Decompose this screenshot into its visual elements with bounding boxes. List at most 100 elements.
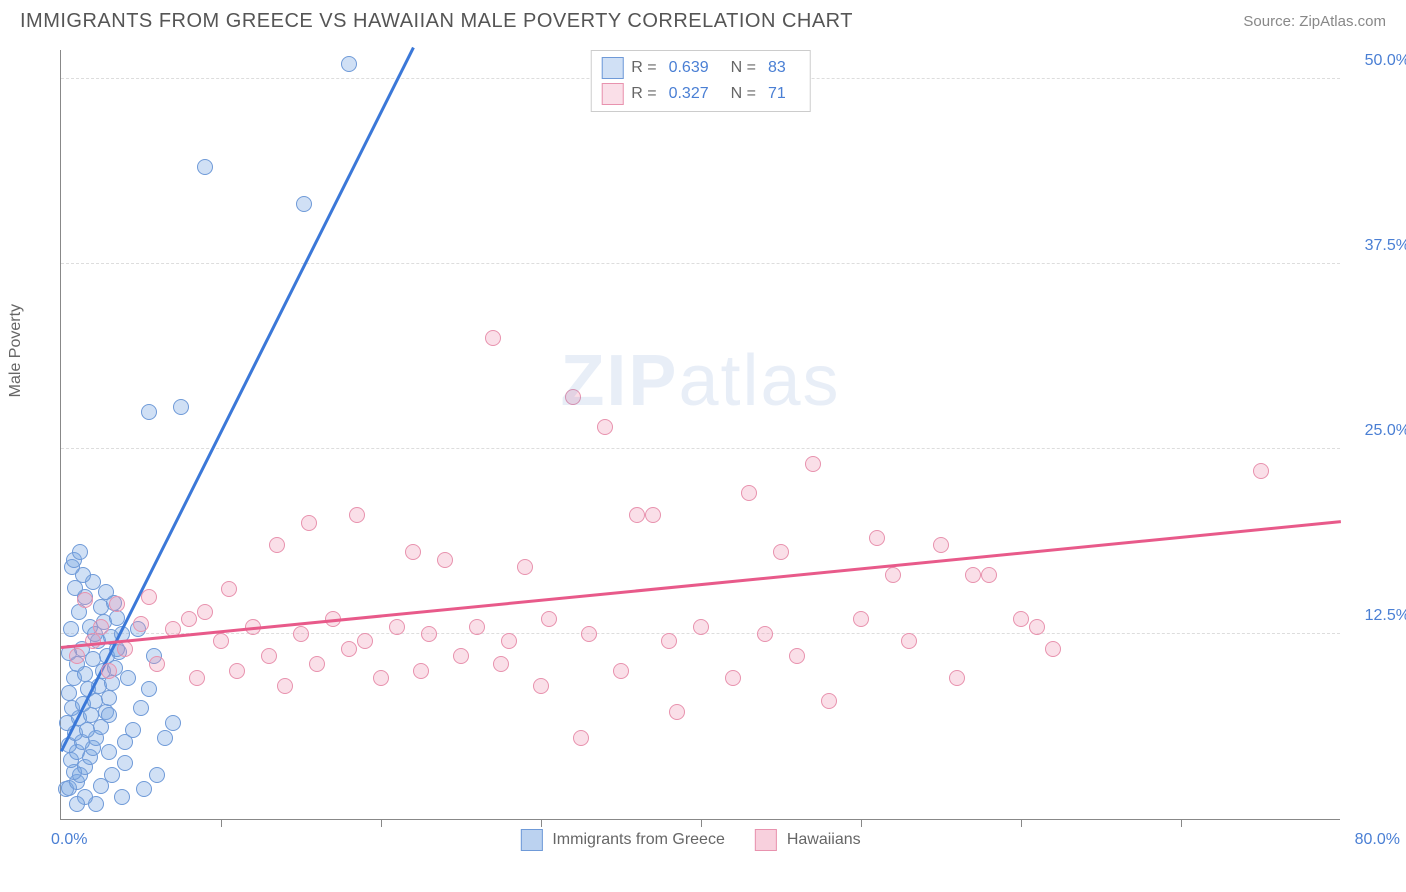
scatter-point	[277, 678, 293, 694]
scatter-point	[869, 530, 885, 546]
scatter-point	[853, 611, 869, 627]
scatter-point	[373, 670, 389, 686]
scatter-point	[261, 648, 277, 664]
scatter-point	[933, 537, 949, 553]
y-tick-label: 37.5%	[1350, 237, 1406, 255]
scatter-point	[901, 633, 917, 649]
x-tick-mark	[381, 819, 382, 827]
scatter-point	[1013, 611, 1029, 627]
scatter-point	[109, 596, 125, 612]
scatter-point	[104, 767, 120, 783]
scatter-point	[141, 404, 157, 420]
scatter-point	[117, 755, 133, 771]
x-tick-mark	[701, 819, 702, 827]
scatter-point	[133, 616, 149, 632]
scatter-point	[141, 681, 157, 697]
scatter-point	[773, 544, 789, 560]
scatter-point	[165, 715, 181, 731]
scatter-chart: Male Poverty ZIPatlas R =0.639N =83R =0.…	[60, 50, 1340, 820]
scatter-point	[533, 678, 549, 694]
scatter-point	[296, 196, 312, 212]
scatter-point	[77, 592, 93, 608]
y-tick-label: 25.0%	[1350, 422, 1406, 440]
y-tick-label: 50.0%	[1350, 52, 1406, 70]
r-label: R =	[631, 85, 656, 103]
scatter-point	[221, 581, 237, 597]
scatter-point	[69, 796, 85, 812]
scatter-point	[757, 626, 773, 642]
scatter-point	[413, 663, 429, 679]
scatter-point	[541, 611, 557, 627]
scatter-point	[405, 544, 421, 560]
scatter-point	[645, 507, 661, 523]
legend-swatch	[520, 829, 542, 851]
chart-header: IMMIGRANTS FROM GREECE VS HAWAIIAN MALE …	[0, 0, 1406, 38]
scatter-point	[269, 537, 285, 553]
scatter-point	[101, 707, 117, 723]
scatter-point	[885, 567, 901, 583]
scatter-point	[181, 611, 197, 627]
grid-line	[61, 448, 1340, 449]
scatter-point	[197, 159, 213, 175]
scatter-point	[965, 567, 981, 583]
scatter-point	[1253, 463, 1269, 479]
scatter-point	[821, 693, 837, 709]
scatter-point	[805, 456, 821, 472]
chart-title: IMMIGRANTS FROM GREECE VS HAWAIIAN MALE …	[20, 10, 853, 33]
grid-line	[61, 263, 1340, 264]
legend-swatch	[755, 829, 777, 851]
scatter-point	[133, 700, 149, 716]
x-tick-mark	[1181, 819, 1182, 827]
scatter-point	[173, 399, 189, 415]
n-value: 83	[768, 59, 786, 77]
scatter-point	[389, 619, 405, 635]
scatter-point	[213, 633, 229, 649]
scatter-point	[517, 559, 533, 575]
x-tick-mark	[221, 819, 222, 827]
x-tick-mark	[541, 819, 542, 827]
scatter-point	[61, 685, 77, 701]
scatter-point	[453, 648, 469, 664]
y-tick-label: 12.5%	[1350, 607, 1406, 625]
y-axis-label: Male Poverty	[7, 303, 25, 396]
source-attribution: Source: ZipAtlas.com	[1243, 13, 1386, 30]
scatter-point	[501, 633, 517, 649]
scatter-point	[293, 626, 309, 642]
scatter-point	[661, 633, 677, 649]
x-tick-mark	[861, 819, 862, 827]
scatter-point	[189, 670, 205, 686]
scatter-point	[157, 730, 173, 746]
scatter-point	[565, 389, 581, 405]
scatter-point	[581, 626, 597, 642]
scatter-point	[357, 633, 373, 649]
scatter-point	[63, 621, 79, 637]
legend-row: R = 0.639 N = 83	[601, 55, 800, 81]
scatter-point	[485, 330, 501, 346]
scatter-point	[117, 641, 133, 657]
scatter-point	[469, 619, 485, 635]
scatter-point	[693, 619, 709, 635]
scatter-point	[341, 56, 357, 72]
legend-label: Immigrants from Greece	[552, 831, 724, 849]
scatter-point	[573, 730, 589, 746]
scatter-point	[349, 507, 365, 523]
r-label: R =	[631, 59, 656, 77]
scatter-point	[72, 544, 88, 560]
legend-row: R =0.327N =71	[601, 81, 800, 107]
scatter-point	[981, 567, 997, 583]
x-tick-label: 0.0%	[51, 831, 87, 849]
scatter-point	[309, 656, 325, 672]
scatter-point	[136, 781, 152, 797]
scatter-point	[741, 485, 757, 501]
n-label: N =	[731, 85, 756, 103]
scatter-point	[141, 589, 157, 605]
r-value: 0.639	[669, 59, 709, 77]
scatter-point	[437, 552, 453, 568]
n-value: 71	[768, 85, 786, 103]
n-label: N =	[731, 59, 756, 77]
watermark-text: ZIPatlas	[560, 340, 840, 422]
legend-swatch	[601, 83, 623, 105]
legend-swatch	[601, 57, 623, 79]
x-tick-label: 80.0%	[1355, 831, 1400, 849]
scatter-point	[93, 619, 109, 635]
